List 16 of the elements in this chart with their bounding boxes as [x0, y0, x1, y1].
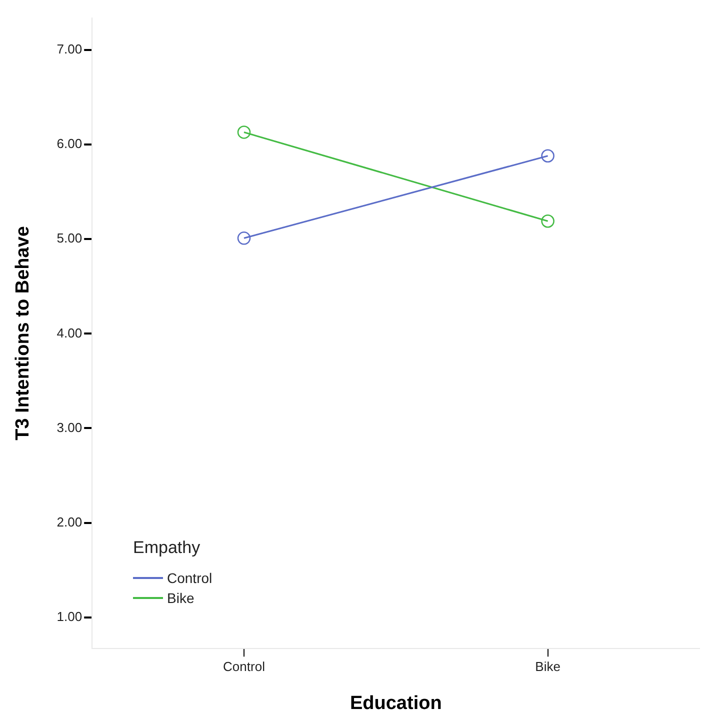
point [541, 214, 554, 228]
y-tick-label: 5.00 [56, 230, 82, 246]
y-tick-label: 7.00 [56, 42, 82, 57]
legend-label: Bike [167, 589, 194, 608]
y-tick-label: 1.00 [56, 608, 82, 624]
y-tick-label: 2.00 [56, 514, 82, 530]
point [541, 149, 554, 163]
y-tick-label: 3.00 [56, 420, 82, 435]
x-axis-title: Education [350, 692, 442, 714]
legend-label: Control [167, 569, 212, 588]
point [237, 232, 251, 245]
y-tick-label: 6.00 [56, 136, 82, 152]
y-tick-label: 4.00 [56, 325, 82, 340]
legend-title: Empathy [133, 538, 202, 558]
point [237, 126, 251, 139]
y-axis-title: T3 Intentions to Behave [12, 226, 34, 440]
